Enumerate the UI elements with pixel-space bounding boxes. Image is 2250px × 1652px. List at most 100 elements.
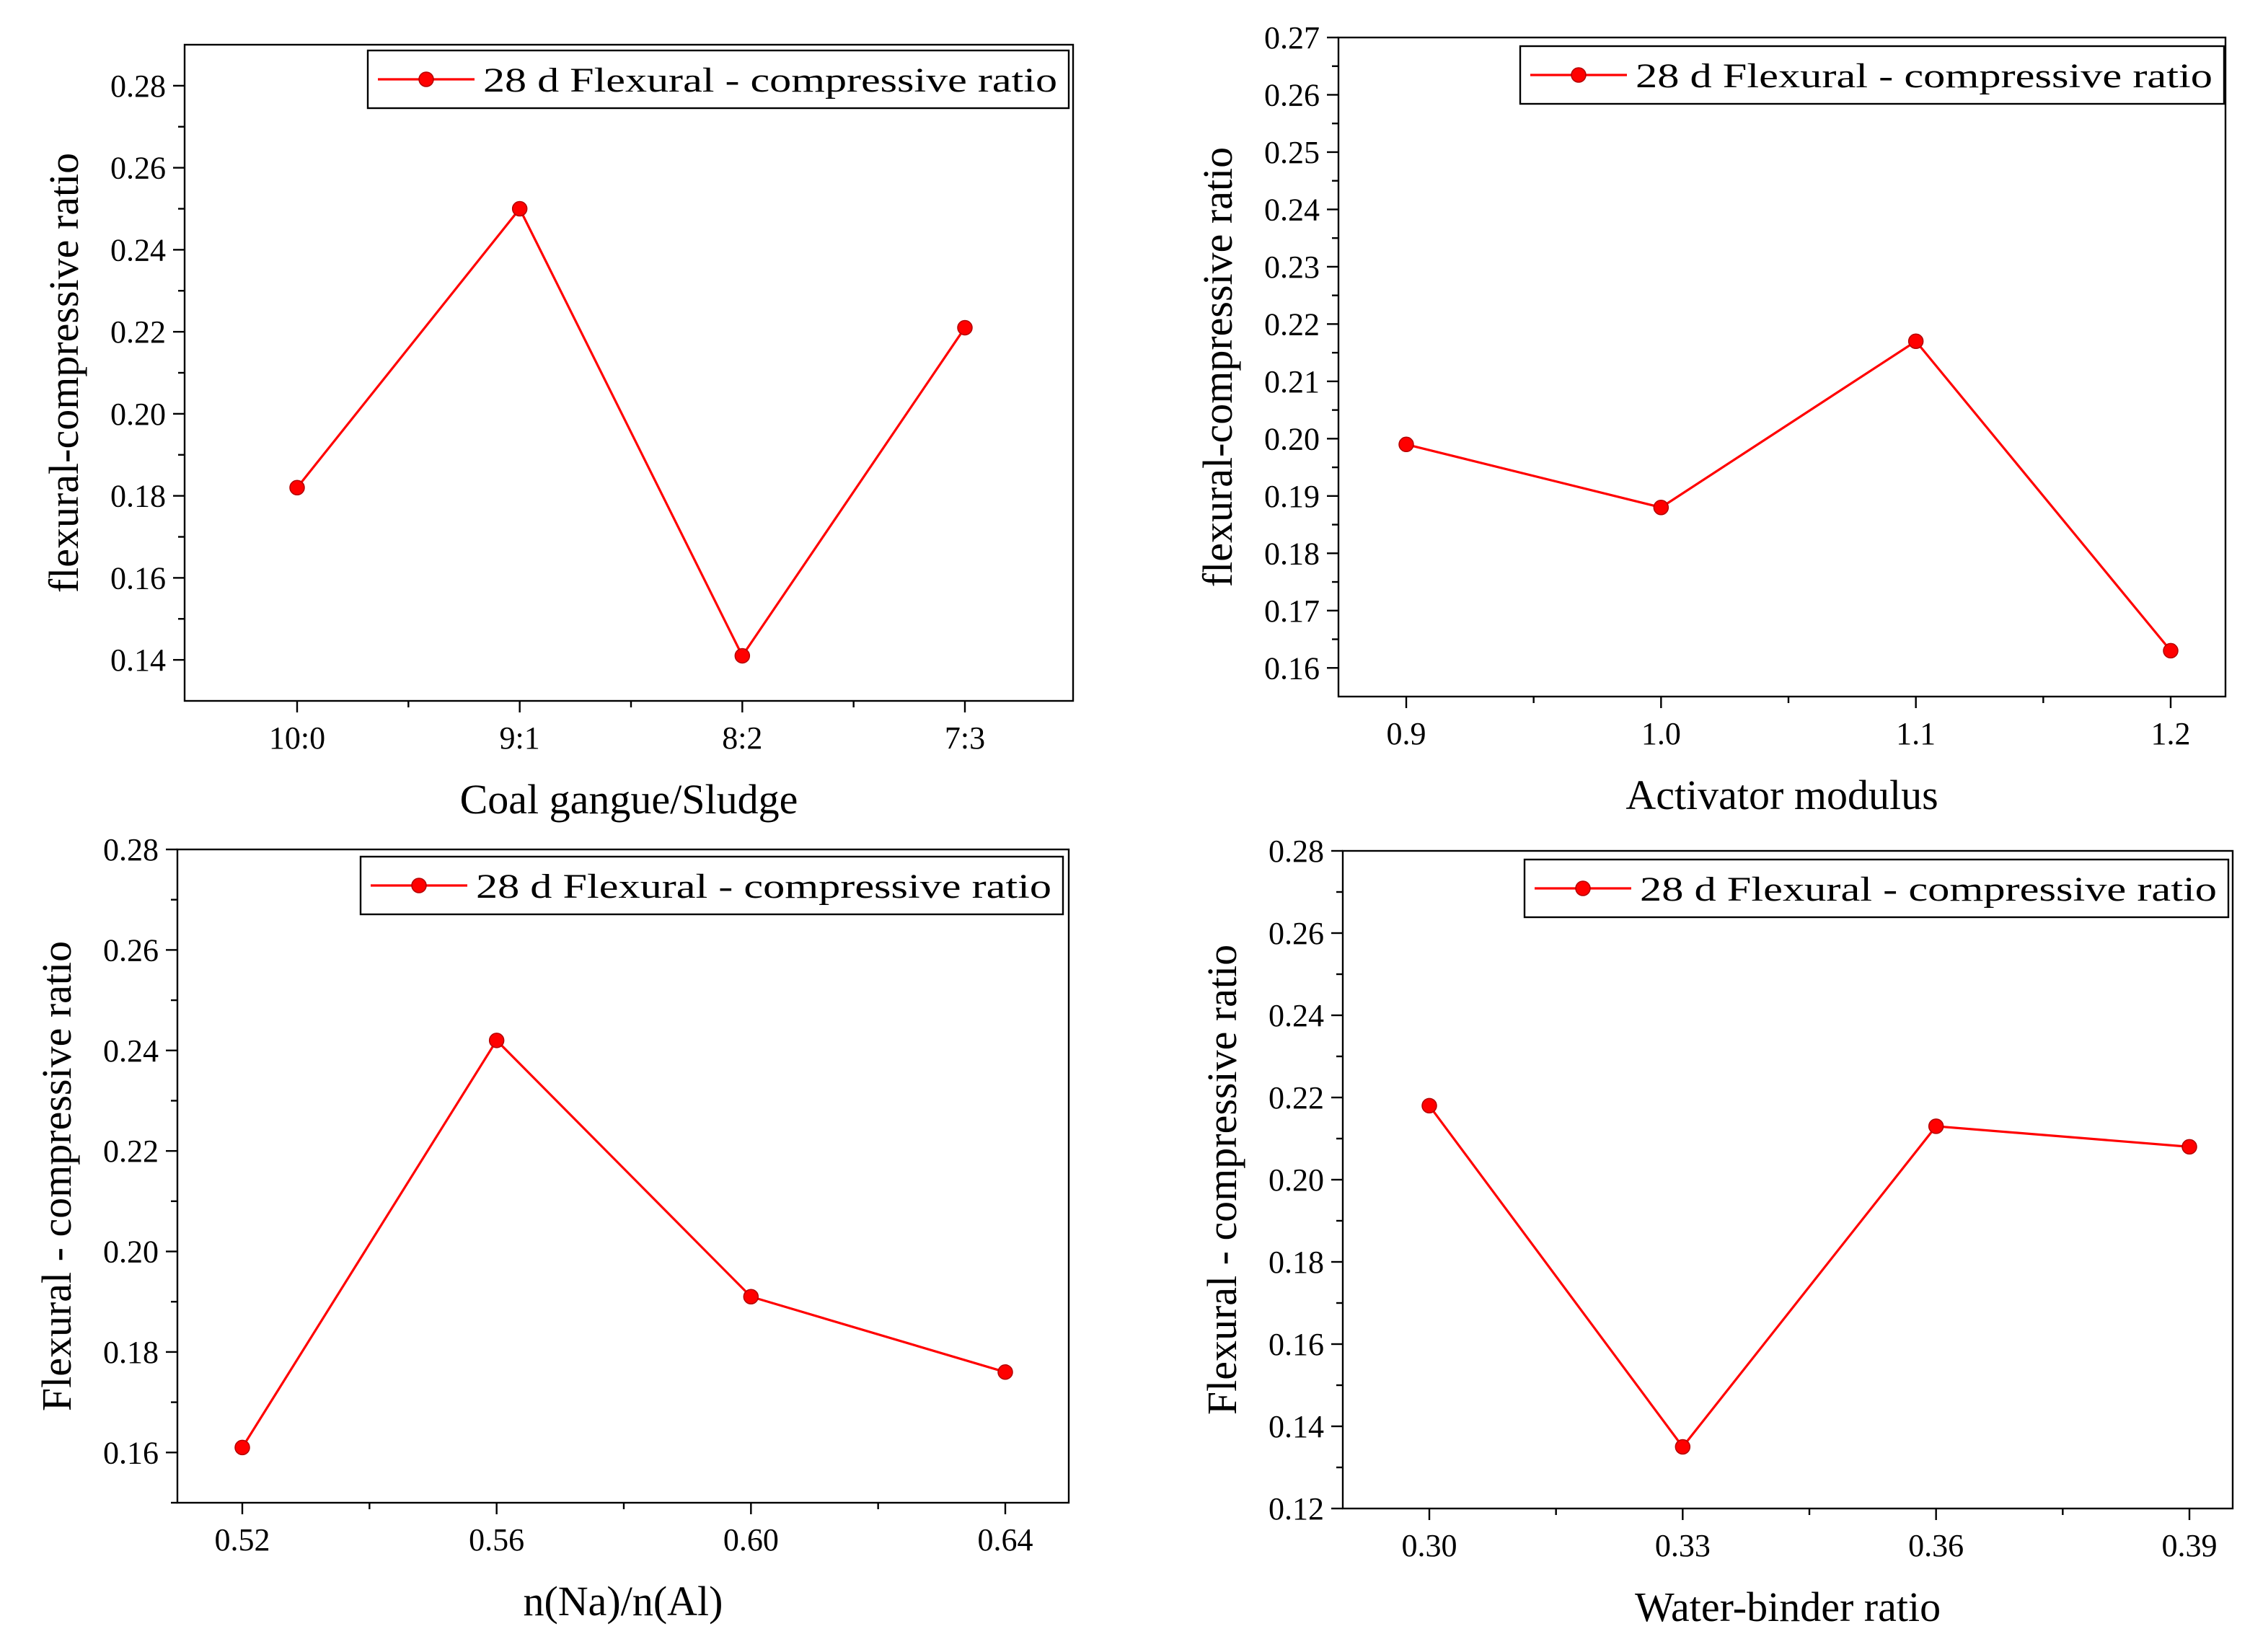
y-tick-label: 0.22: [103, 1134, 159, 1169]
x-tick-label: 0.60: [723, 1522, 779, 1558]
legend: 28 d Flexural - compressive ratio: [366, 49, 1070, 110]
data-point: [289, 480, 305, 495]
y-tick-label: 0.22: [110, 314, 166, 350]
data-point: [1675, 1439, 1691, 1455]
data-point: [1928, 1118, 1944, 1134]
legend-box: [359, 855, 1064, 916]
y-tick-label: 0.18: [103, 1335, 159, 1370]
x-axis-title: n(Na)/n(Al): [523, 1578, 723, 1625]
chart-panel-1: 0.14 0.16 0.18 0.20 0.22 0.24 0.26 0.28 10:0 9:1 8…: [40, 43, 1075, 823]
chart-panel-4: 0.12 0.14 0.16 0.18 0.20 0.22 0.24 0.26 0.28 0.30…: [1199, 834, 2234, 1630]
y-tick-label: 0.20: [103, 1234, 159, 1270]
y-tick-label: 0.24: [103, 1033, 159, 1069]
data-point: [1653, 499, 1669, 516]
y-tick-label: 0.24: [1264, 192, 1320, 227]
x-tick-label: 0.33: [1655, 1528, 1711, 1563]
y-tick-label: 0.16: [103, 1435, 159, 1470]
legend-label: 28 d Flexural - compressive ratio: [476, 867, 1051, 906]
y-tick-label: 0.17: [1264, 593, 1320, 629]
legend-marker: [418, 71, 434, 87]
plot-frame: [176, 848, 1070, 1504]
y-tick-label: 0.24: [110, 232, 166, 268]
x-axis-title: Water-binder ratio: [1635, 1583, 1941, 1630]
y-tick-label: 0.22: [1269, 1080, 1324, 1116]
data-point: [734, 648, 751, 664]
series-line: [1406, 340, 2172, 652]
x-tick-label: 0.52: [215, 1522, 270, 1558]
legend-marker: [411, 878, 427, 893]
y-axis-title: flexural-compressive ratio: [1194, 147, 1241, 587]
legend: 28 d Flexural - compressive ratio: [1523, 858, 2230, 919]
series-line: [296, 206, 966, 658]
x-tick-label: 0.30: [1402, 1528, 1457, 1563]
y-tick-label: 0.26: [1269, 916, 1324, 951]
y-tick-label: 0.14: [1269, 1409, 1324, 1444]
data-point: [511, 200, 528, 217]
data-point: [2163, 642, 2179, 659]
y-tick-label: 0.12: [1269, 1491, 1324, 1527]
y-tick-label: 0.21: [1264, 364, 1320, 399]
plot-frame: [1341, 849, 2234, 1510]
legend-marker: [1571, 67, 1587, 83]
x-tick-label: 8:2: [722, 720, 762, 756]
y-tick-label: 0.28: [103, 832, 159, 867]
y-tick-label: 0.16: [110, 560, 166, 596]
y-tick-label: 0.14: [110, 642, 166, 678]
plot-frame: [183, 43, 1075, 702]
legend-box: [1523, 858, 2230, 919]
legend-label: 28 d Flexural - compressive ratio: [483, 61, 1057, 100]
data-point: [957, 319, 973, 336]
y-tick-label: 0.27: [1264, 20, 1320, 56]
y-tick-label: 0.24: [1269, 998, 1324, 1033]
x-axis-title: Activator modulus: [1625, 772, 1938, 818]
y-tick-label: 0.20: [1269, 1162, 1324, 1198]
data-point: [1398, 436, 1414, 453]
x-tick-label: 0.56: [469, 1522, 524, 1558]
plot-frame: [1337, 36, 2227, 698]
x-tick-label: 0.9: [1387, 716, 1426, 751]
legend-marker: [1575, 880, 1591, 896]
x-tick-label: 1.2: [2151, 716, 2191, 751]
series-line: [241, 1038, 1006, 1449]
y-tick-label: 0.26: [103, 932, 159, 968]
y-tick-label: 0.19: [1264, 479, 1320, 514]
y-tick-label: 0.26: [110, 151, 166, 186]
x-tick-label: 1.1: [1896, 716, 1936, 751]
data-point: [2181, 1139, 2197, 1155]
y-tick-label: 0.22: [1264, 306, 1320, 342]
legend: 28 d Flexural - compressive ratio: [1519, 45, 2225, 105]
x-tick-label: 0.39: [2162, 1528, 2218, 1563]
y-tick-label: 0.18: [110, 479, 166, 514]
x-tick-label: 10:0: [269, 720, 325, 756]
y-tick-label: 0.20: [1264, 421, 1320, 456]
x-tick-label: 0.36: [1908, 1528, 1964, 1563]
y-tick-label: 0.25: [1264, 135, 1320, 170]
y-tick-label: 0.18: [1264, 536, 1320, 571]
data-point: [1421, 1097, 1437, 1114]
y-axis-title: Flexural - compressive ratio: [33, 941, 80, 1411]
legend-label: 28 d Flexural - compressive ratio: [1636, 57, 2212, 95]
x-tick-label: 1.0: [1641, 716, 1681, 751]
y-tick-label: 0.28: [1269, 834, 1324, 869]
chart-panel-2: 0.16 0.17 0.18 0.19 0.20 0.21 0.22 0.23 0.24 0.25…: [1194, 20, 2227, 818]
y-tick-label: 0.23: [1264, 249, 1320, 285]
y-tick-label: 0.26: [1264, 77, 1320, 112]
y-tick-label: 0.16: [1269, 1327, 1324, 1362]
y-tick-label: 0.20: [110, 397, 166, 432]
legend-box: [366, 49, 1070, 110]
data-point: [997, 1364, 1013, 1380]
y-axis-title: Flexural - compressive ratio: [1199, 945, 1245, 1415]
data-point: [1907, 333, 1924, 349]
y-tick-label: 0.28: [110, 69, 166, 104]
data-point: [234, 1439, 250, 1456]
data-point: [488, 1033, 505, 1048]
legend-box: [1519, 45, 2225, 105]
x-tick-label: 0.64: [978, 1522, 1033, 1558]
legend-label: 28 d Flexural - compressive ratio: [1640, 870, 2217, 909]
series-line: [1428, 1105, 2190, 1449]
chart-panel-3: 0.16 0.18 0.20 0.22 0.24 0.26 0.28 0.52 0.56 0.60…: [33, 832, 1070, 1625]
y-axis-title: flexural-compressive ratio: [40, 153, 87, 593]
legend: 28 d Flexural - compressive ratio: [359, 855, 1064, 916]
data-point: [743, 1289, 759, 1305]
